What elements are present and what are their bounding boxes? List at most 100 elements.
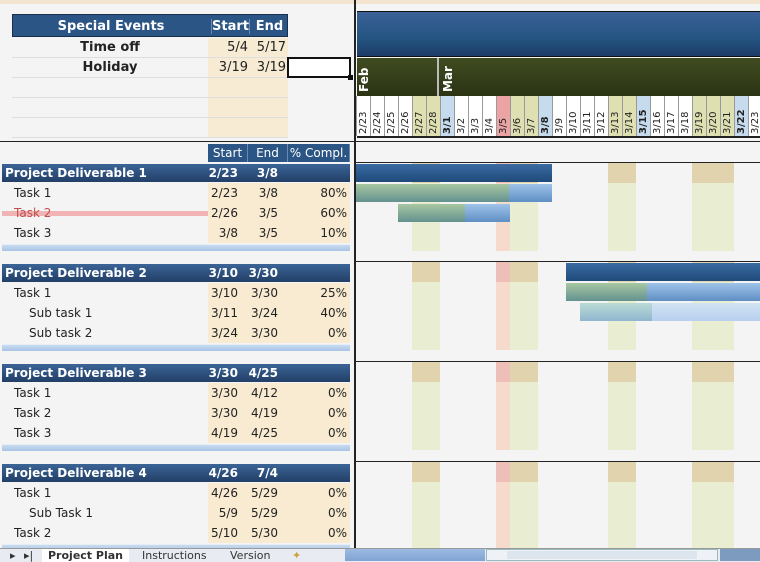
day-column-header[interactable]: 3/9: [552, 96, 566, 136]
task-start[interactable]: 4/26: [211, 486, 238, 500]
task-end[interactable]: 5/30: [251, 526, 278, 540]
day-column-header[interactable]: 2/23: [356, 96, 370, 136]
task-row[interactable]: Sub Task 1 5/9 5/29 0%: [2, 503, 350, 523]
task-percent-complete[interactable]: 40%: [320, 306, 347, 320]
horizontal-scrollbar[interactable]: [486, 549, 718, 561]
task-start[interactable]: 3/8: [218, 226, 238, 240]
day-column-header[interactable]: 3/18: [678, 96, 692, 136]
deliverable-row[interactable]: Project Deliverable 4 4/26 7/4: [2, 464, 350, 482]
task-row[interactable]: Task 2 2/26 3/5 60%: [2, 203, 350, 223]
task-percent-complete[interactable]: 0%: [327, 526, 347, 540]
special-event-end[interactable]: 5/17: [256, 40, 286, 55]
day-column-header[interactable]: 3/8: [538, 96, 552, 136]
task-percent-complete[interactable]: 60%: [320, 206, 347, 220]
task-end[interactable]: 3/8: [258, 186, 278, 200]
day-column-header[interactable]: 3/16: [650, 96, 664, 136]
task-start[interactable]: 5/9: [218, 506, 238, 520]
day-column-header[interactable]: 2/27: [412, 96, 426, 136]
special-event-start[interactable]: 3/19: [218, 60, 248, 75]
task-name[interactable]: Task 3: [14, 426, 52, 440]
day-column-header[interactable]: 2/26: [398, 96, 412, 136]
task-percent-complete[interactable]: 0%: [327, 406, 347, 420]
task-start[interactable]: 3/24: [211, 326, 238, 340]
day-column-header[interactable]: 3/7: [524, 96, 538, 136]
task-name[interactable]: Task 1: [14, 486, 52, 500]
task-row[interactable]: Task 1 3/30 4/12 0%: [2, 383, 350, 403]
day-column-header[interactable]: 2/25: [384, 96, 398, 136]
selected-cell[interactable]: [287, 57, 353, 80]
day-column-header[interactable]: 3/21: [720, 96, 734, 136]
day-column-header[interactable]: 3/3: [468, 96, 482, 136]
task-start[interactable]: 2/26: [211, 206, 238, 220]
task-name[interactable]: Task 2: [14, 406, 52, 420]
day-column-header[interactable]: 3/5: [496, 96, 510, 136]
deliverable-row[interactable]: Project Deliverable 3 3/30 4/25: [2, 364, 350, 382]
task-end[interactable]: 3/5: [258, 206, 278, 220]
day-column-header[interactable]: 3/23: [748, 96, 760, 136]
task-name[interactable]: Task 1: [14, 186, 52, 200]
task-start[interactable]: 2/23: [211, 186, 238, 200]
day-column-header[interactable]: 3/14: [622, 96, 636, 136]
gantt-bar[interactable]: [356, 164, 552, 182]
day-column-header[interactable]: 3/22: [734, 96, 748, 136]
task-percent-complete[interactable]: 25%: [320, 286, 347, 300]
gantt-bar[interactable]: [356, 184, 552, 202]
special-event-name[interactable]: Time off: [80, 40, 140, 55]
tab-instructions[interactable]: Instructions: [142, 549, 207, 562]
tab-nav-last[interactable]: ▸|: [24, 549, 34, 562]
gantt-bar[interactable]: [566, 283, 760, 301]
day-column-header[interactable]: 3/19: [692, 96, 706, 136]
task-name[interactable]: Task 2: [14, 526, 52, 540]
task-end[interactable]: 3/5: [258, 226, 278, 240]
day-column-header[interactable]: 2/24: [370, 96, 384, 136]
task-name[interactable]: Task 3: [14, 226, 52, 240]
task-percent-complete[interactable]: 0%: [327, 326, 347, 340]
task-name[interactable]: Sub task 1: [29, 306, 93, 320]
task-name[interactable]: Task 1: [14, 286, 52, 300]
day-column-header[interactable]: 3/20: [706, 96, 720, 136]
task-start[interactable]: 3/30: [211, 386, 238, 400]
task-percent-complete[interactable]: 0%: [327, 426, 347, 440]
task-row[interactable]: Task 3 4/19 4/25 0%: [2, 423, 350, 443]
day-column-header[interactable]: 3/11: [580, 96, 594, 136]
task-name[interactable]: Task 2: [14, 206, 52, 220]
day-column-header[interactable]: 3/12: [594, 96, 608, 136]
task-percent-complete[interactable]: 80%: [320, 186, 347, 200]
task-end[interactable]: 4/19: [251, 406, 278, 420]
task-percent-complete[interactable]: 10%: [320, 226, 347, 240]
task-row[interactable]: Task 2 5/10 5/30 0%: [2, 523, 350, 543]
gantt-bar[interactable]: [566, 263, 760, 281]
task-name[interactable]: Sub task 2: [29, 326, 93, 340]
task-percent-complete[interactable]: 0%: [327, 486, 347, 500]
task-end[interactable]: 4/12: [251, 386, 278, 400]
task-name[interactable]: Sub Task 1: [29, 506, 94, 520]
scrollbar-thumb[interactable]: [507, 551, 697, 559]
task-end[interactable]: 4/25: [251, 426, 278, 440]
task-row[interactable]: Sub task 2 3/24 3/30 0%: [2, 323, 350, 343]
tab-project-plan[interactable]: Project Plan: [42, 549, 129, 562]
task-row[interactable]: Task 1 2/23 3/8 80%: [2, 183, 350, 203]
day-column-header[interactable]: 2/28: [426, 96, 440, 136]
gantt-bar[interactable]: [398, 204, 510, 222]
special-event-start[interactable]: 5/4: [227, 40, 248, 55]
task-start[interactable]: 3/10: [211, 286, 238, 300]
day-column-header[interactable]: 3/6: [510, 96, 524, 136]
day-column-header[interactable]: 3/17: [664, 96, 678, 136]
deliverable-row[interactable]: Project Deliverable 1 2/23 3/8: [2, 164, 350, 182]
task-start[interactable]: 4/19: [211, 426, 238, 440]
task-end[interactable]: 3/30: [251, 286, 278, 300]
task-percent-complete[interactable]: 0%: [327, 506, 347, 520]
task-end[interactable]: 3/24: [251, 306, 278, 320]
day-column-header[interactable]: 3/2: [454, 96, 468, 136]
special-event-end[interactable]: 3/19: [256, 60, 286, 75]
task-row[interactable]: Task 1 4/26 5/29 0%: [2, 483, 350, 503]
tab-nav-next[interactable]: ▸: [10, 549, 16, 562]
deliverable-row[interactable]: Project Deliverable 2 3/10 3/30: [2, 264, 350, 282]
task-start[interactable]: 3/11: [211, 306, 238, 320]
task-start[interactable]: 3/30: [211, 406, 238, 420]
task-row[interactable]: Task 2 3/30 4/19 0%: [2, 403, 350, 423]
day-column-header[interactable]: 3/10: [566, 96, 580, 136]
gantt-bar[interactable]: [580, 303, 760, 321]
day-column-header[interactable]: 3/1: [440, 96, 454, 136]
day-column-header[interactable]: 3/13: [608, 96, 622, 136]
